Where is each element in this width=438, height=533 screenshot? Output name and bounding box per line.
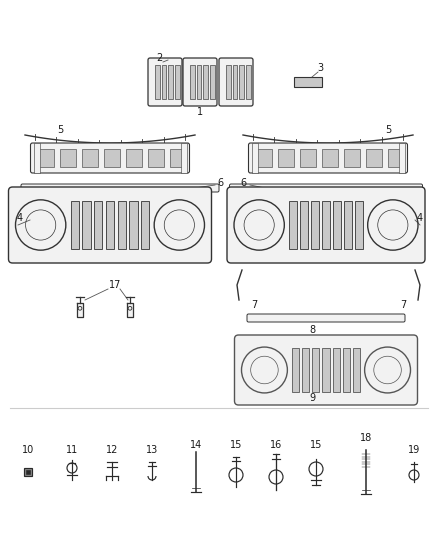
Bar (289, 200, 297, 249)
Text: 9: 9 (309, 393, 315, 403)
Bar (60, 149, 76, 167)
Bar (344, 149, 360, 167)
Text: 16: 16 (270, 440, 282, 450)
Bar (343, 348, 350, 392)
Bar (168, 65, 173, 99)
Text: 5: 5 (57, 125, 63, 135)
Bar (129, 200, 138, 249)
Bar (355, 200, 363, 249)
Text: 17: 17 (109, 280, 121, 290)
FancyBboxPatch shape (21, 184, 219, 192)
Bar (353, 348, 360, 392)
Bar (366, 149, 382, 167)
Bar (38, 149, 53, 167)
Text: 4: 4 (17, 213, 23, 223)
Bar (294, 77, 322, 87)
Bar (246, 65, 251, 99)
Bar (332, 348, 340, 392)
Bar (94, 200, 102, 249)
Bar (344, 200, 352, 249)
Bar (292, 348, 299, 392)
Text: 15: 15 (310, 440, 322, 450)
FancyBboxPatch shape (248, 143, 407, 173)
Bar (33, 143, 39, 173)
Bar (155, 65, 159, 99)
Polygon shape (77, 303, 83, 317)
Bar (256, 149, 272, 167)
Text: 12: 12 (106, 445, 118, 455)
Bar (82, 200, 91, 249)
Text: 6: 6 (217, 178, 223, 188)
Bar (118, 200, 126, 249)
Bar (302, 348, 309, 392)
Text: 11: 11 (66, 445, 78, 455)
Bar (278, 149, 294, 167)
FancyBboxPatch shape (234, 335, 417, 405)
Bar (148, 149, 164, 167)
Bar (141, 200, 149, 249)
Bar (24, 468, 32, 476)
Bar (300, 200, 308, 249)
FancyBboxPatch shape (148, 58, 182, 106)
Text: 1: 1 (197, 107, 203, 117)
FancyBboxPatch shape (247, 314, 405, 322)
FancyBboxPatch shape (219, 58, 253, 106)
FancyBboxPatch shape (230, 184, 423, 192)
Bar (126, 149, 142, 167)
Bar (322, 149, 338, 167)
Text: 14: 14 (190, 440, 202, 450)
Text: 7: 7 (400, 300, 406, 310)
Bar (104, 149, 120, 167)
Bar (197, 65, 201, 99)
Bar (240, 65, 244, 99)
Bar (170, 149, 187, 167)
FancyBboxPatch shape (31, 143, 190, 173)
Bar (190, 65, 194, 99)
Text: 4: 4 (417, 213, 423, 223)
Bar (312, 348, 319, 392)
Text: 3: 3 (317, 63, 323, 73)
Polygon shape (127, 303, 134, 317)
Text: 2: 2 (156, 53, 162, 63)
Bar (71, 200, 79, 249)
Bar (106, 200, 114, 249)
Bar (226, 65, 230, 99)
Bar (210, 65, 215, 99)
Bar (26, 470, 30, 474)
Text: 6: 6 (240, 178, 246, 188)
Text: 19: 19 (408, 445, 420, 455)
Text: 7: 7 (251, 300, 257, 310)
Text: 8: 8 (309, 325, 315, 335)
Bar (162, 65, 166, 99)
Bar (389, 149, 404, 167)
Bar (175, 65, 180, 99)
FancyBboxPatch shape (8, 187, 212, 263)
Text: 13: 13 (146, 445, 158, 455)
Text: 18: 18 (360, 433, 372, 443)
Text: 10: 10 (22, 445, 34, 455)
Bar (233, 65, 237, 99)
Bar (311, 200, 319, 249)
Bar (333, 200, 341, 249)
Bar (300, 149, 316, 167)
Bar (203, 65, 208, 99)
Bar (180, 143, 187, 173)
Bar (82, 149, 98, 167)
Bar (399, 143, 405, 173)
Text: 15: 15 (230, 440, 242, 450)
FancyBboxPatch shape (227, 187, 425, 263)
Text: 5: 5 (385, 125, 391, 135)
FancyBboxPatch shape (183, 58, 217, 106)
Bar (322, 348, 329, 392)
Bar (322, 200, 330, 249)
Bar (251, 143, 258, 173)
